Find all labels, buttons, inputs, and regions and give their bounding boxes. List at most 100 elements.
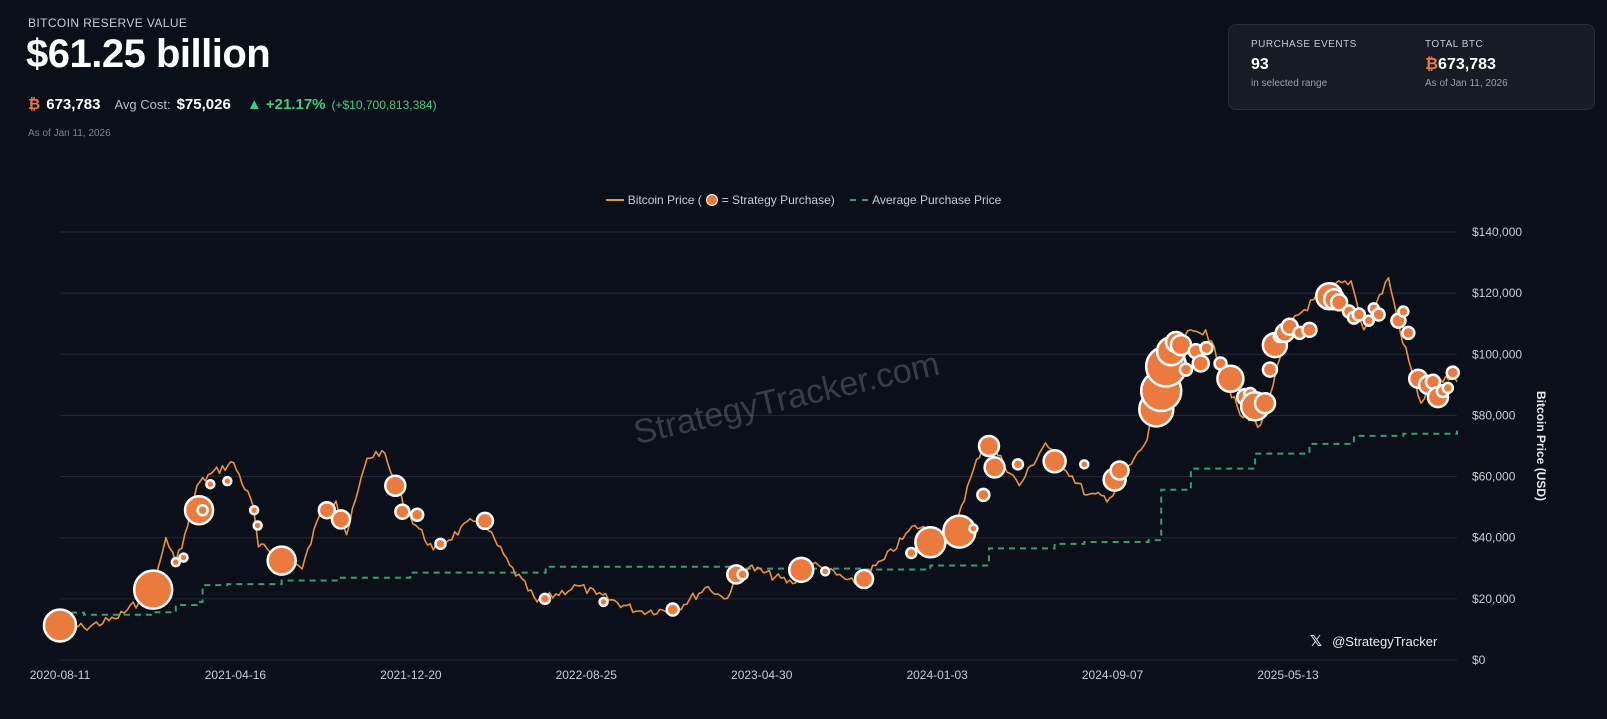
y-tick-label: $80,000	[1472, 408, 1516, 422]
avg-cost-label: Avg Cost:	[114, 97, 171, 112]
purchase-dot	[178, 552, 189, 563]
purchase-dot	[968, 523, 979, 534]
total-btc-stat: TOTAL BTC ₿673,783 As of Jan 11, 2026	[1425, 39, 1508, 89]
purchase-dot	[1351, 307, 1367, 322]
chart-legend: Bitcoin Price ( = Strategy Purchase) Ave…	[0, 190, 1607, 207]
price-line-swatch-icon	[605, 199, 624, 201]
purchase-dot	[1261, 361, 1279, 378]
purchase-dot	[665, 602, 680, 617]
x-logo-icon: 𝕏	[1310, 633, 1323, 650]
x-tick-label: 2024-09-07	[1082, 668, 1144, 682]
purchase-dot	[1253, 391, 1277, 415]
purchase-dot	[170, 556, 182, 568]
avg-cost-value: $75,026	[176, 96, 231, 113]
purchase-dot	[394, 503, 411, 520]
purchase-dot	[1178, 362, 1194, 377]
purchase-dot	[1199, 340, 1214, 356]
purchase-dot	[1191, 354, 1211, 373]
purchase-dot	[1042, 449, 1067, 474]
legend-price-label-end: = Strategy Purchase)	[721, 193, 835, 207]
purchase-dot	[1441, 381, 1455, 395]
change-absolute: (+$10,700,813,384)	[331, 97, 437, 112]
purchase-dot	[248, 504, 260, 516]
purchase-dot	[252, 520, 263, 531]
purchase-dot	[1011, 458, 1025, 471]
legend-item-price[interactable]: Bitcoin Price ( = Strategy Purchase)	[605, 193, 835, 207]
change-percent-value: +21.17%	[265, 96, 326, 113]
purchase-dot	[475, 511, 495, 531]
x-tick-label: 2021-04-16	[205, 668, 267, 682]
purchase-dot-icon	[705, 194, 718, 206]
total-btc-sub: As of Jan 11, 2026	[1425, 78, 1508, 89]
purchase-dot	[330, 509, 352, 530]
y-tick-label: $120,000	[1472, 286, 1522, 300]
as-of-date: As of Jan 11, 2026	[28, 128, 111, 139]
purchase-dot	[1109, 460, 1130, 481]
purchase-dot	[736, 568, 749, 581]
x-tick-label: 2025-05-13	[1257, 668, 1319, 682]
purchase-dot	[976, 487, 991, 503]
avg-line-swatch-icon	[850, 199, 869, 201]
social-handle[interactable]: 𝕏 @StrategyTracker	[1310, 632, 1437, 650]
x-tick-label: 2021-12-20	[380, 668, 442, 682]
purchase-dot	[205, 478, 216, 490]
purchase-dot	[819, 566, 831, 577]
purchase-dot	[1301, 321, 1318, 339]
y-tick-label: $140,000	[1472, 225, 1522, 239]
handle-text: @StrategyTracker	[1332, 633, 1438, 649]
summary-row: ₿ 673,783 Avg Cost: $75,026 ▲ +21.17% (+$…	[28, 96, 437, 113]
purchase-dot	[317, 500, 337, 520]
legend-item-avg[interactable]: Average Purchase Price	[850, 193, 1001, 207]
purchase-dot	[1401, 325, 1416, 341]
purchase-dot	[905, 546, 918, 560]
purchase-dot	[266, 545, 297, 576]
purchase-dot	[42, 608, 78, 643]
purchase-dot	[222, 475, 233, 487]
up-triangle-icon: ▲	[246, 96, 262, 113]
purchase-dot	[1329, 293, 1349, 312]
x-tick-label: 2024-01-03	[906, 668, 968, 682]
purchase-dot	[914, 526, 947, 559]
stats-card: PURCHASE EVENTS 93 in selected range TOT…	[1228, 24, 1595, 110]
x-tick-label: 2020-08-11	[30, 668, 91, 682]
purchase-events-stat: PURCHASE EVENTS 93 in selected range	[1251, 39, 1357, 89]
reserve-value-label: BITCOIN RESERVE VALUE	[28, 16, 188, 30]
purchase-dot	[1216, 364, 1245, 393]
purchase-dot	[409, 507, 425, 523]
total-btc-value-row: ₿673,783	[1425, 56, 1508, 74]
purchase-dot	[538, 592, 552, 606]
purchase-dot	[1397, 305, 1410, 318]
y-axis-label: Bitcoin Price (USD)	[1534, 391, 1548, 501]
purchase-dot	[983, 456, 1006, 479]
x-tick-label: 2023-04-30	[731, 668, 793, 682]
bitcoin-symbol-icon: ₿	[28, 96, 41, 113]
purchase-dot	[1079, 459, 1090, 470]
y-tick-label: $40,000	[1472, 531, 1516, 545]
x-tick-label: 2022-08-25	[556, 668, 618, 682]
y-tick-label: $0	[1472, 653, 1486, 667]
purchase-dot	[1445, 365, 1461, 380]
btc-amount: 673,783	[46, 96, 101, 113]
purchase-dot	[434, 537, 447, 551]
y-tick-label: $100,000	[1472, 347, 1522, 361]
purchase-events-value: 93	[1251, 56, 1269, 73]
purchase-dot	[853, 568, 875, 590]
purchase-events-sub: in selected range	[1251, 78, 1328, 89]
purchase-dot	[132, 569, 174, 610]
purchase-dot	[196, 503, 209, 517]
y-tick-label: $20,000	[1472, 592, 1516, 606]
change-percent: ▲ +21.17%	[247, 96, 326, 113]
bitcoin-price-line	[59, 277, 1458, 631]
avg-purchase-price-line	[60, 430, 1458, 616]
purchase-dot	[1362, 314, 1376, 327]
y-tick-label: $60,000	[1472, 470, 1516, 484]
legend-avg-label: Average Purchase Price	[872, 193, 1002, 207]
reserve-value: $61.25 billion	[26, 32, 271, 76]
total-btc-value: 673,783	[1438, 56, 1496, 73]
purchase-dot	[598, 596, 609, 608]
purchase-dot	[384, 474, 407, 497]
purchase-events-label: PURCHASE EVENTS	[1251, 39, 1357, 50]
legend-price-label: Bitcoin Price (	[627, 193, 702, 207]
purchase-dot	[977, 434, 1001, 458]
